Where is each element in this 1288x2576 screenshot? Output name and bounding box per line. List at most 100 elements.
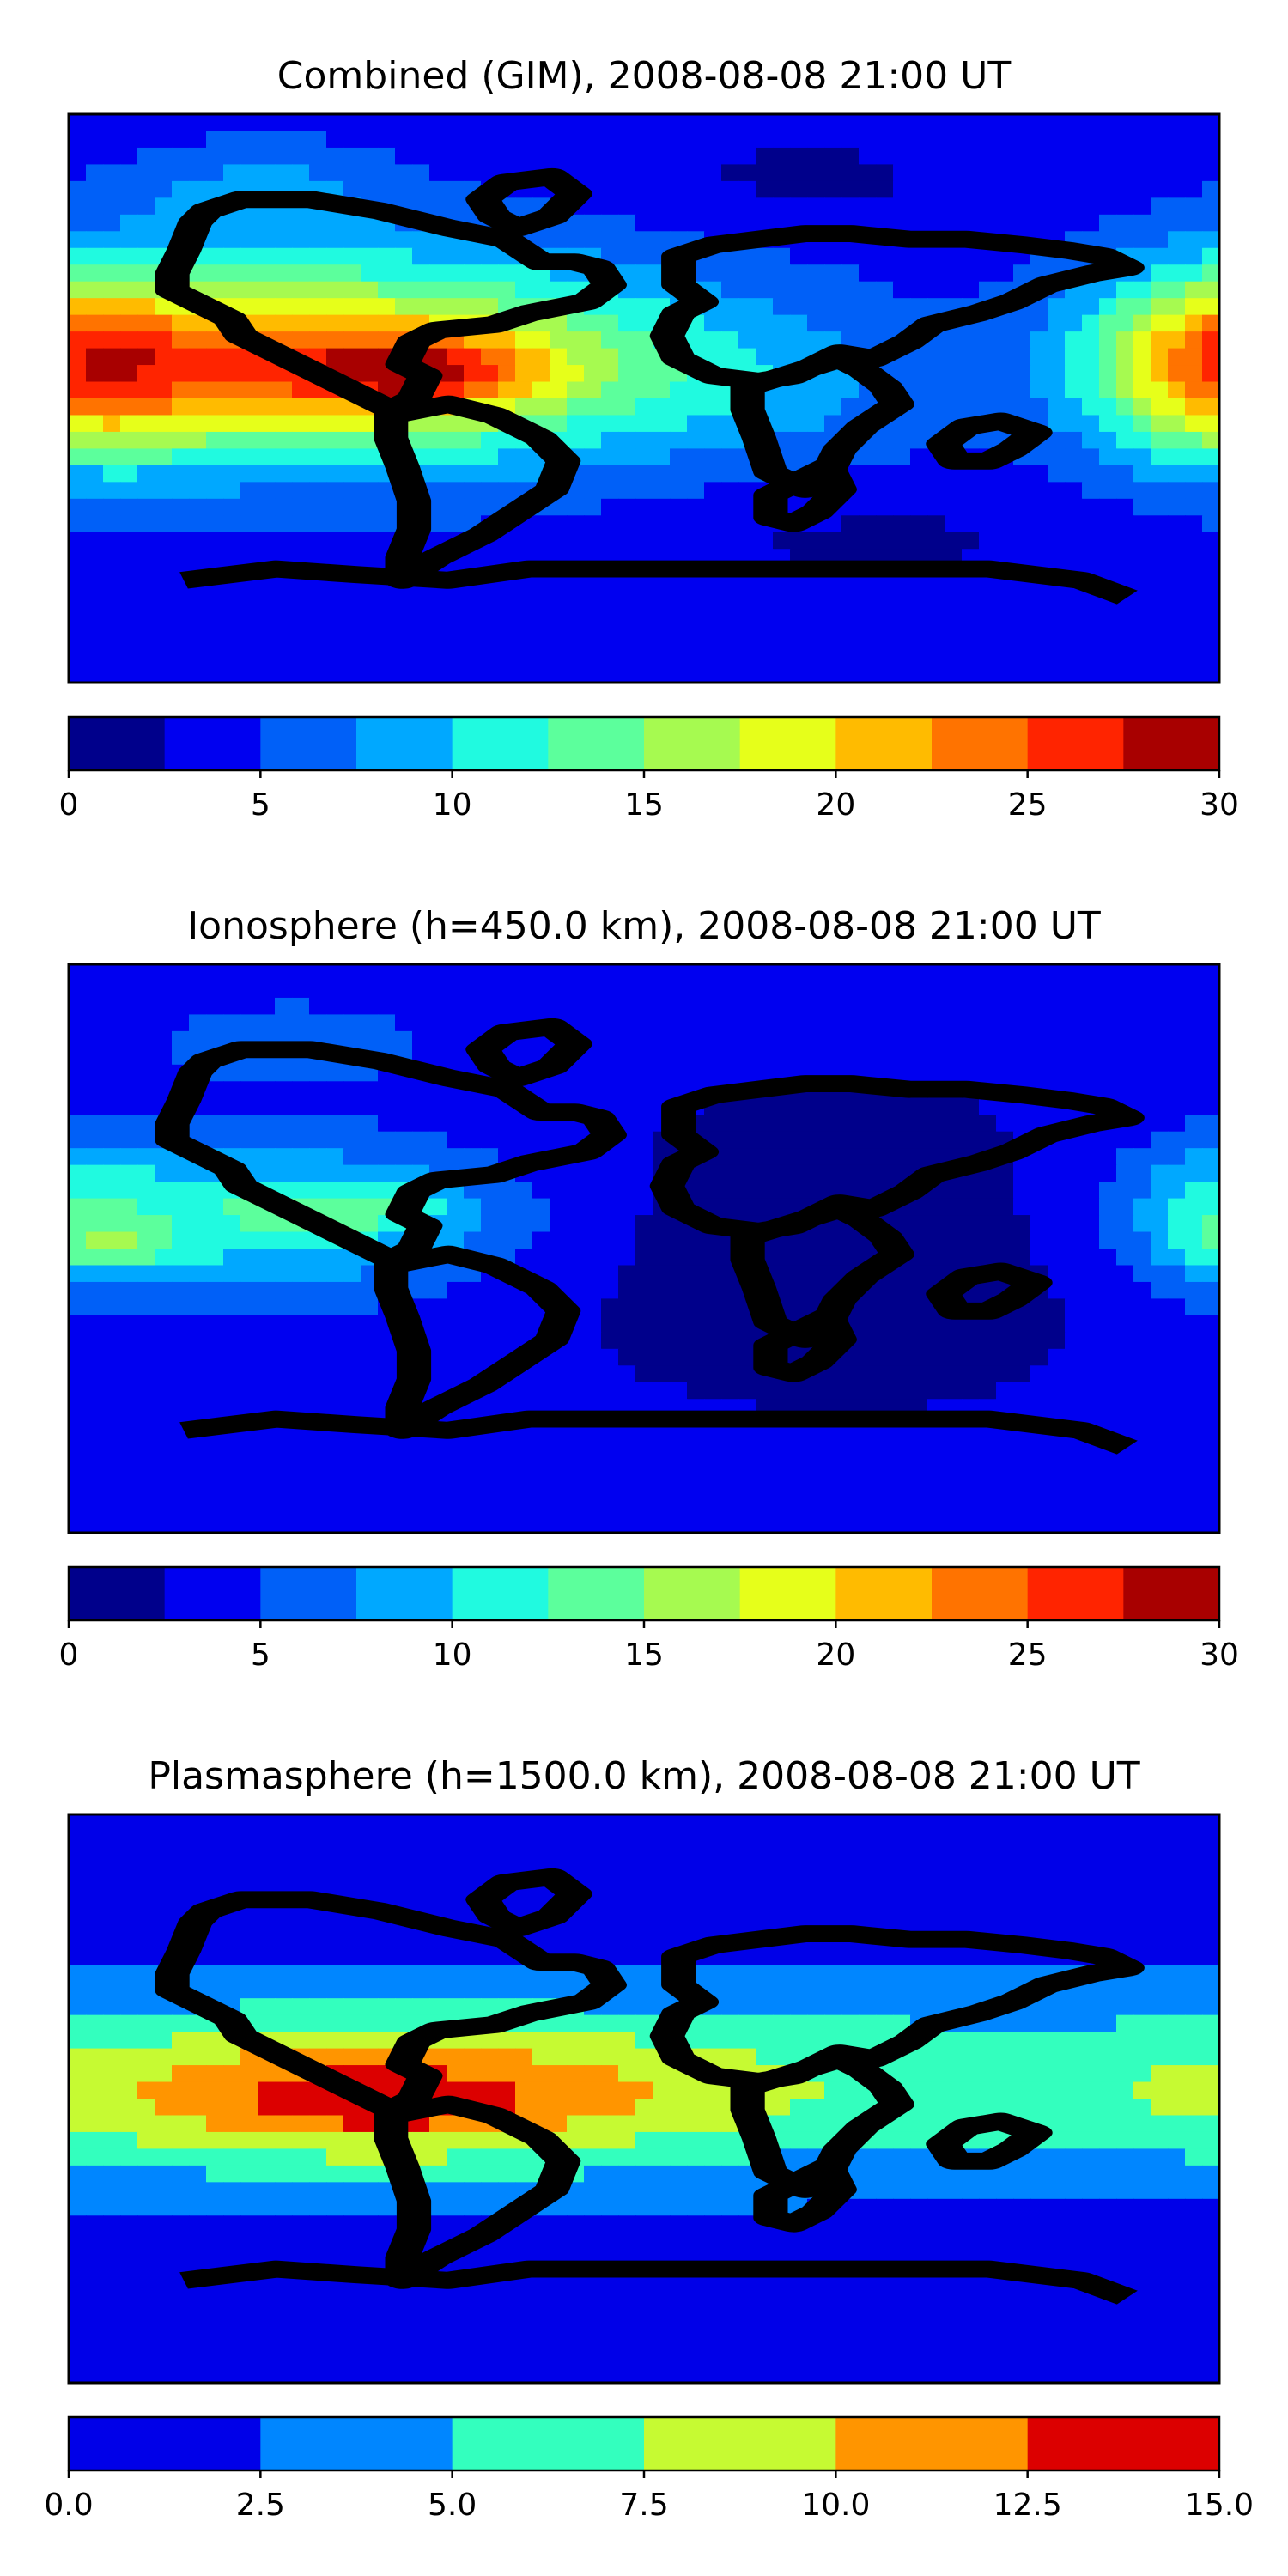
heat-cell <box>429 1847 447 1866</box>
heat-cell <box>1065 1365 1083 1383</box>
heat-cell <box>1133 1466 1151 1484</box>
heat-cell <box>1030 1164 1048 1182</box>
heat-cell <box>498 1847 516 1866</box>
heat-cell <box>927 532 945 550</box>
heat-cell <box>807 964 825 982</box>
heat-cell <box>275 1265 293 1283</box>
heat-cell <box>447 498 465 516</box>
heat-cell <box>155 1148 173 1166</box>
combined-panel: Combined (GIM), 2008-08-08 21:00 UT 0 5 10… <box>59 54 1239 823</box>
heat-cell <box>361 649 379 667</box>
heat-cell <box>1116 314 1134 332</box>
heat-cell <box>1099 649 1117 667</box>
heat-cell <box>979 1831 997 1849</box>
heat-cell <box>1030 1880 1048 1899</box>
heat-cell <box>86 997 104 1016</box>
heat-cell <box>361 632 379 650</box>
heat-cell <box>69 1081 87 1099</box>
heat-cell <box>1013 1499 1031 1517</box>
heat-cell <box>996 532 1014 550</box>
heat-cell <box>1099 398 1117 416</box>
heat-cell <box>876 1281 894 1300</box>
heat-cell <box>481 1148 499 1166</box>
heat-cell <box>790 1516 808 1533</box>
heat-cell <box>687 1365 705 1383</box>
heat-cell <box>756 1198 774 1216</box>
heat-cell <box>910 997 928 1016</box>
heat-cell <box>927 665 945 683</box>
heat-cell <box>618 214 636 232</box>
heat-cell <box>223 964 241 982</box>
heat-cell <box>584 1365 602 1383</box>
heat-cell <box>653 532 671 550</box>
heat-cell <box>773 1148 791 1166</box>
heat-cell <box>1185 1231 1203 1249</box>
heat-cell <box>1133 1864 1151 1882</box>
heat-cell <box>1048 1164 1066 1182</box>
heat-cell <box>137 1315 155 1334</box>
heat-cell <box>223 264 241 283</box>
heat-cell <box>1013 1399 1031 1417</box>
heat-cell <box>498 981 516 999</box>
heat-cell <box>550 365 568 383</box>
heat-cell <box>962 331 980 349</box>
heat-cell <box>790 582 808 600</box>
heat-cell <box>1151 1249 1169 1267</box>
heat-cell <box>704 431 722 450</box>
heat-cell <box>86 398 104 416</box>
heat-cell <box>292 415 310 433</box>
heat-cell <box>258 1831 276 1849</box>
heat-cell <box>498 1516 516 1533</box>
heat-cell <box>927 298 945 316</box>
heat-cell <box>1168 1382 1186 1400</box>
heat-cell <box>996 1115 1014 1133</box>
heat-cell <box>120 981 138 999</box>
heat-cell <box>738 665 756 683</box>
heat-cell <box>1099 1382 1117 1400</box>
heat-cell <box>790 1864 808 1882</box>
heat-cell <box>172 1014 190 1032</box>
heat-cell <box>1082 549 1100 567</box>
heat-cell <box>69 1415 87 1433</box>
heat-cell <box>584 1449 602 1467</box>
heat-cell <box>429 1014 447 1032</box>
heat-cell <box>343 482 361 500</box>
heat-cell <box>103 1148 121 1166</box>
heat-cell <box>1030 482 1048 500</box>
heat-cell <box>1168 1215 1186 1233</box>
heat-cell <box>567 1499 585 1517</box>
heat-cell <box>1202 298 1219 316</box>
heat-cell <box>275 1081 293 1099</box>
heat-cell <box>103 1198 121 1216</box>
heat-cell <box>240 1449 258 1467</box>
heat-cell <box>309 331 327 349</box>
heat-cell <box>893 1864 911 1882</box>
heat-cell <box>635 632 653 650</box>
heat-cell <box>309 147 327 166</box>
heat-cell <box>378 1182 396 1200</box>
heat-cell <box>1151 1415 1169 1433</box>
heat-cell <box>1048 1847 1066 1866</box>
heat-cell <box>962 465 980 483</box>
heat-cell <box>361 1097 379 1115</box>
heat-cell <box>1099 1064 1117 1082</box>
heat-cell <box>1202 1348 1219 1366</box>
heat-cell <box>1168 598 1186 617</box>
heat-cell <box>841 131 860 149</box>
heat-cell <box>704 331 722 349</box>
heat-cell <box>1099 1215 1117 1233</box>
heat-cell <box>721 582 739 600</box>
heat-cell <box>1151 1048 1169 1066</box>
heat-cell <box>1168 1182 1186 1200</box>
heat-cell <box>172 164 190 182</box>
colorbar-segment <box>739 1567 836 1620</box>
heat-cell <box>1185 1081 1203 1099</box>
heat-cell <box>275 616 293 634</box>
heat-cell <box>738 298 756 316</box>
heat-cell <box>1151 1281 1169 1300</box>
heat-cell <box>240 1215 258 1233</box>
heat-cell <box>1133 180 1151 199</box>
heat-cell <box>103 1348 121 1366</box>
heat-cell <box>1116 1415 1134 1433</box>
heat-cell <box>343 314 361 332</box>
